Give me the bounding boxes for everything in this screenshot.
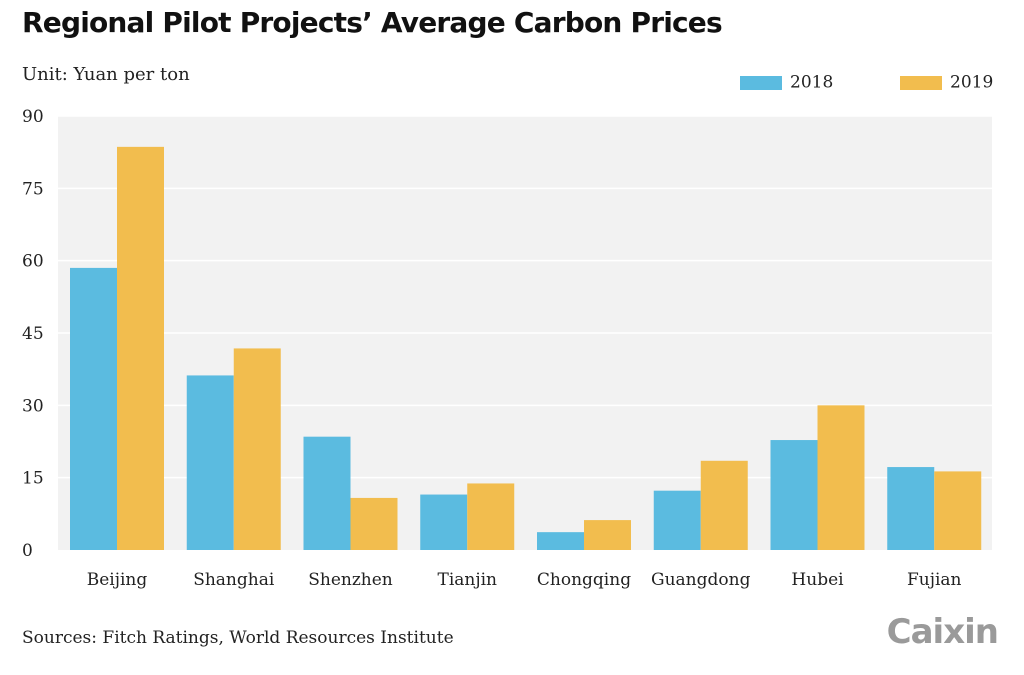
bar-2018-shanghai: [186, 375, 234, 550]
bar-2018-guangdong: [653, 490, 701, 550]
bar-2019-chongqing: [584, 520, 631, 550]
bar-2018-tianjin: [420, 494, 468, 550]
x-tick-label-shanghai: Shanghai: [193, 570, 275, 590]
bar-2019-fujian: [934, 471, 982, 550]
bar-2019-guangdong: [700, 460, 748, 550]
x-tick-label-chongqing: Chongqing: [537, 570, 631, 590]
legend-item-2019: 2019: [900, 72, 993, 93]
x-tick-label-hubei: Hubei: [791, 570, 844, 590]
x-tick-label-guangdong: Guangdong: [651, 570, 751, 590]
y-tick-label: 60: [22, 252, 44, 272]
unit-label: Unit: Yuan per ton: [22, 64, 190, 85]
bar-2018-hubei: [770, 440, 818, 550]
bar-2018-beijing: [70, 267, 117, 550]
y-tick-label: 15: [22, 469, 44, 489]
x-tick-label-shenzhen: Shenzhen: [308, 570, 393, 590]
bar-2019-hubei: [817, 405, 865, 550]
x-axis: Beijing Shanghai Shenzhen Tianjin Chongqing G…: [87, 570, 962, 590]
x-tick-label-beijing: Beijing: [87, 570, 148, 590]
y-tick-label: 45: [22, 324, 44, 344]
y-tick-label: 90: [22, 107, 44, 127]
y-axis: 0 15 30 45 60 75 90: [22, 107, 44, 561]
caixin-logo: Caixin: [886, 612, 999, 652]
chart-title: Regional Pilot Projects’ Average Carbon …: [22, 6, 723, 39]
bar-2019-tianjin: [467, 483, 515, 550]
legend-label-2018: 2018: [790, 72, 834, 93]
legend-swatch-2018: [740, 75, 782, 90]
bar-2018-fujian: [887, 467, 935, 550]
legend-swatch-2019: [900, 75, 942, 90]
legend-label-2019: 2019: [950, 72, 994, 93]
bar-2019-shenzhen: [350, 497, 398, 550]
y-tick-label: 0: [22, 541, 33, 561]
bars: [70, 146, 982, 550]
x-tick-label-tianjin: Tianjin: [437, 570, 497, 590]
bar-2019-beijing: [117, 146, 164, 550]
legend-item-2018: 2018: [740, 72, 833, 93]
x-tick-label-fujian: Fujian: [907, 570, 962, 590]
y-tick-label: 30: [22, 396, 44, 416]
source-note: Sources: Fitch Ratings, World Resources …: [22, 628, 454, 648]
bar-2018-chongqing: [537, 532, 584, 550]
bar-2019-shanghai: [233, 348, 281, 550]
bar-2018-shenzhen: [303, 436, 351, 550]
y-tick-label: 75: [22, 179, 44, 199]
